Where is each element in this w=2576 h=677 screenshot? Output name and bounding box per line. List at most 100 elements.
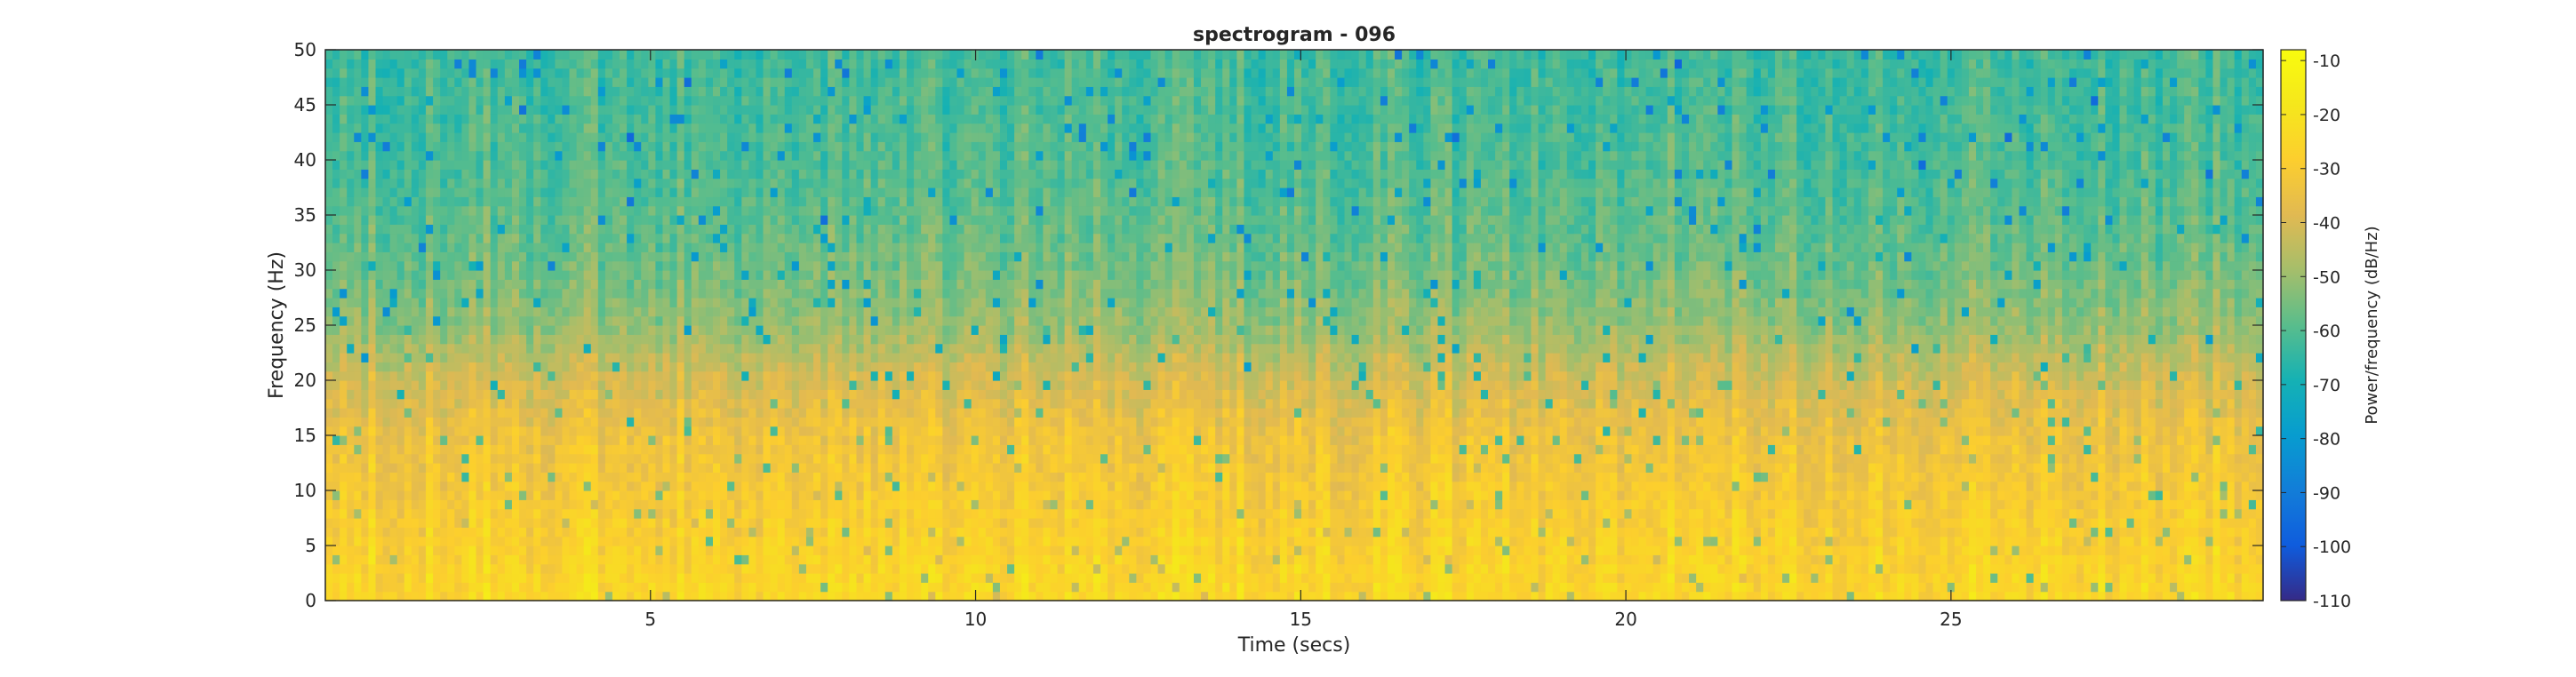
heatmap-cell (691, 68, 700, 78)
heatmap-cell (820, 123, 828, 133)
heatmap-cell (483, 215, 492, 225)
heatmap-cell (727, 59, 735, 69)
heatmap-cell (763, 499, 772, 510)
heatmap-cell (777, 77, 786, 87)
heatmap-cell (540, 205, 548, 216)
heatmap-cell (892, 389, 900, 400)
heatmap-cell (784, 288, 793, 299)
heatmap-cell (698, 380, 707, 390)
heatmap-cell (921, 444, 929, 455)
heatmap-cell (849, 260, 858, 271)
heatmap-cell (511, 77, 520, 87)
heatmap-cell (389, 536, 398, 546)
heatmap-cell (440, 132, 448, 142)
heatmap-cell (497, 196, 506, 207)
heatmap-cell (389, 546, 398, 555)
heatmap-cell (877, 59, 886, 69)
heatmap-cell (648, 426, 656, 436)
heatmap-cell (389, 463, 398, 473)
heatmap-cell (627, 270, 635, 280)
heatmap-cell (526, 178, 534, 188)
heatmap-cell (627, 260, 635, 271)
heatmap-cell (669, 187, 678, 197)
heatmap-cell (662, 114, 671, 124)
heatmap-cell (777, 150, 786, 161)
heatmap-cell (892, 554, 900, 565)
heatmap-cell (914, 408, 922, 418)
heatmap-cell (540, 123, 548, 133)
heatmap-cell (856, 591, 865, 601)
heatmap-cell (907, 563, 915, 574)
heatmap-cell (404, 490, 412, 500)
heatmap-cell (332, 279, 340, 290)
heatmap-cell (454, 279, 462, 290)
heatmap-cell (519, 408, 527, 418)
heatmap-cell (382, 279, 391, 290)
heatmap-cell (835, 380, 843, 390)
heatmap-cell (842, 205, 850, 216)
heatmap-cell (354, 481, 362, 491)
heatmap-cell (870, 215, 879, 225)
heatmap-cell (590, 298, 599, 307)
heatmap-cell (490, 187, 499, 197)
heatmap-cell (511, 463, 520, 473)
heatmap-cell (849, 582, 858, 593)
heatmap-cell (669, 205, 678, 216)
heatmap-cell (870, 187, 879, 197)
heatmap-cell (748, 490, 757, 500)
heatmap-cell (727, 481, 735, 491)
heatmap-cell (590, 554, 599, 565)
heatmap-cell (476, 141, 484, 152)
heatmap-cell (533, 196, 541, 207)
heatmap-cell (447, 298, 455, 307)
heatmap-cell (720, 582, 728, 593)
heatmap-cell (583, 536, 592, 546)
heatmap-cell (877, 463, 886, 473)
heatmap-cell (555, 518, 564, 528)
heatmap-cell (756, 343, 764, 354)
heatmap-cell (899, 270, 908, 280)
heatmap-cell (791, 527, 800, 538)
heatmap-cell (691, 370, 700, 381)
heatmap-cell (641, 453, 649, 464)
heatmap-cell (684, 86, 692, 97)
heatmap-cell (741, 536, 749, 546)
heatmap-cell (576, 224, 585, 235)
heatmap-cell (368, 463, 377, 473)
heatmap-cell (627, 370, 635, 381)
heatmap-cell (863, 141, 872, 152)
heatmap-cell (705, 370, 714, 381)
heatmap-cell (899, 243, 908, 252)
heatmap-cell (914, 86, 922, 97)
heatmap-cell (727, 426, 735, 436)
heatmap-cell (627, 380, 635, 390)
heatmap-cell (418, 105, 427, 115)
heatmap-cell (540, 315, 548, 326)
heatmap-cell (684, 141, 692, 152)
heatmap-cell (620, 508, 628, 519)
heatmap-cell (433, 77, 441, 87)
heatmap-cell (813, 233, 821, 243)
heatmap-cell (569, 288, 578, 299)
heatmap-cell (849, 518, 858, 528)
heatmap-cell (669, 233, 678, 243)
heatmap-cell (476, 426, 484, 436)
heatmap-cell (648, 573, 656, 583)
heatmap-cell (461, 343, 470, 354)
heatmap-cell (777, 187, 786, 197)
heatmap-cell (662, 499, 671, 510)
heatmap-cell (562, 499, 571, 510)
heatmap-cell (562, 334, 571, 345)
heatmap-cell (741, 453, 749, 464)
heatmap-cell (691, 527, 700, 538)
heatmap-cell (382, 160, 391, 170)
heatmap-cell (756, 435, 764, 445)
heatmap-cell (483, 499, 492, 510)
heatmap-cell (325, 114, 333, 124)
heatmap-cell (907, 334, 915, 345)
heatmap-cell (504, 417, 513, 427)
heatmap-cell (375, 353, 384, 362)
heatmap-cell (519, 178, 527, 188)
heatmap-cell (907, 288, 915, 299)
heatmap-cell (461, 435, 470, 445)
